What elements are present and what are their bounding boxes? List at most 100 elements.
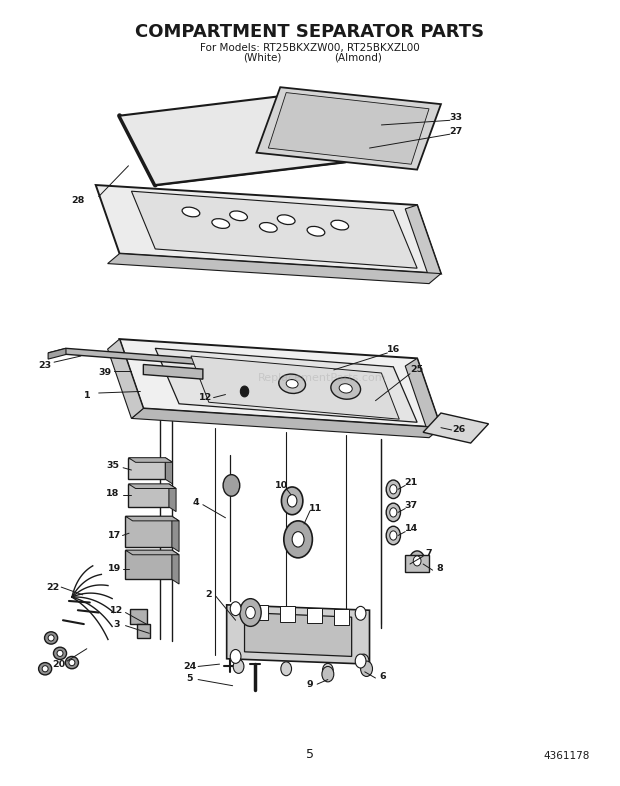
Circle shape (409, 551, 425, 571)
Bar (307, 608, 322, 623)
Polygon shape (405, 358, 441, 435)
Text: 37: 37 (405, 501, 418, 510)
Polygon shape (155, 348, 417, 422)
Circle shape (386, 503, 401, 522)
Ellipse shape (279, 374, 306, 394)
Circle shape (386, 527, 401, 545)
Ellipse shape (48, 635, 54, 641)
Polygon shape (128, 484, 176, 489)
Polygon shape (125, 550, 179, 555)
Circle shape (386, 480, 401, 498)
Circle shape (233, 659, 244, 674)
Circle shape (355, 654, 366, 668)
Ellipse shape (230, 211, 247, 221)
Ellipse shape (182, 208, 200, 217)
Ellipse shape (53, 647, 66, 659)
Ellipse shape (307, 226, 325, 236)
Text: 22: 22 (46, 582, 60, 592)
Text: 8: 8 (436, 564, 443, 573)
Circle shape (281, 662, 291, 676)
Text: (White): (White) (243, 53, 281, 63)
Text: 5: 5 (187, 674, 193, 682)
Text: 39: 39 (98, 369, 111, 377)
Polygon shape (191, 356, 399, 419)
Text: 12: 12 (199, 393, 213, 402)
Text: 16: 16 (387, 345, 400, 354)
Circle shape (230, 602, 241, 615)
Circle shape (322, 663, 333, 678)
Text: 35: 35 (106, 461, 119, 470)
Polygon shape (244, 612, 352, 656)
Text: 7: 7 (426, 549, 432, 558)
Polygon shape (172, 516, 179, 552)
Circle shape (240, 599, 261, 626)
Polygon shape (95, 185, 441, 274)
Polygon shape (131, 409, 441, 438)
Bar (405, 555, 429, 571)
Text: 26: 26 (452, 425, 466, 435)
Polygon shape (108, 254, 441, 284)
Polygon shape (257, 87, 441, 170)
Text: (Almond): (Almond) (334, 53, 381, 63)
Text: 18: 18 (105, 489, 119, 498)
Text: For Models: RT25BKXZW00, RT25BKXZL00: For Models: RT25BKXZW00, RT25BKXZL00 (200, 43, 420, 53)
Text: 33: 33 (450, 112, 463, 122)
Text: 23: 23 (38, 361, 51, 369)
Polygon shape (423, 413, 489, 443)
Text: 21: 21 (405, 478, 418, 487)
Polygon shape (125, 516, 179, 521)
Ellipse shape (331, 377, 361, 399)
Circle shape (390, 531, 397, 540)
Circle shape (292, 531, 304, 547)
Circle shape (230, 649, 241, 663)
Text: 10: 10 (275, 481, 288, 490)
Polygon shape (268, 93, 429, 164)
Bar (254, 605, 268, 620)
Polygon shape (131, 191, 417, 268)
Ellipse shape (42, 666, 48, 672)
Circle shape (241, 386, 249, 397)
Polygon shape (108, 339, 143, 418)
Circle shape (223, 475, 240, 496)
Polygon shape (48, 348, 66, 359)
Ellipse shape (65, 656, 79, 669)
Polygon shape (48, 348, 227, 365)
Text: 28: 28 (71, 196, 84, 205)
Text: 14: 14 (405, 524, 418, 533)
Bar (138, 624, 151, 638)
Text: ReplacementParts.com: ReplacementParts.com (257, 373, 386, 383)
Text: 17: 17 (108, 531, 122, 540)
Polygon shape (143, 365, 203, 379)
Polygon shape (227, 605, 370, 664)
Text: 3: 3 (113, 619, 120, 629)
Circle shape (355, 606, 366, 620)
Polygon shape (405, 205, 441, 277)
Circle shape (322, 667, 334, 681)
Polygon shape (172, 550, 179, 584)
Bar (128, 484, 169, 507)
Circle shape (390, 508, 397, 517)
Polygon shape (120, 339, 441, 428)
Circle shape (361, 661, 373, 677)
Polygon shape (169, 484, 176, 512)
Bar (280, 606, 295, 622)
Bar (128, 457, 166, 479)
Ellipse shape (69, 659, 75, 666)
Ellipse shape (286, 380, 298, 388)
Ellipse shape (212, 219, 229, 229)
Ellipse shape (277, 215, 295, 225)
Polygon shape (120, 93, 346, 185)
Text: 27: 27 (450, 127, 463, 136)
Circle shape (281, 487, 303, 515)
Text: 20: 20 (52, 659, 65, 669)
Ellipse shape (45, 632, 58, 644)
Bar (334, 609, 348, 625)
Polygon shape (128, 457, 172, 462)
Text: 4361178: 4361178 (543, 751, 590, 761)
Text: 2: 2 (205, 590, 212, 599)
Ellipse shape (38, 663, 51, 675)
Text: 19: 19 (108, 564, 122, 573)
Bar (125, 550, 172, 579)
Circle shape (284, 521, 312, 558)
Ellipse shape (331, 220, 348, 230)
